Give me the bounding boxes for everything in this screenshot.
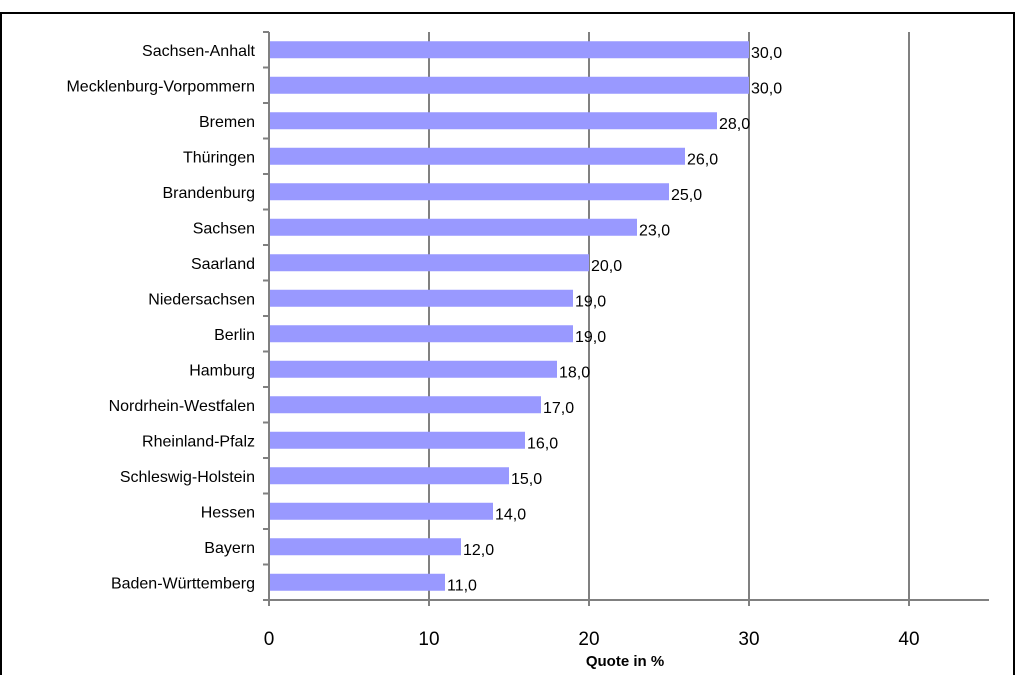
- x-tick-labels: 0 10 20 30 40: [264, 629, 920, 650]
- data-label: 20,0: [591, 258, 622, 275]
- category-label: Hamburg: [189, 362, 255, 379]
- bars: [269, 41, 749, 591]
- category-labels: Sachsen-Anhalt Mecklenburg-Vorpommern Brem…: [66, 43, 255, 593]
- x-tick-label: 20: [578, 629, 599, 650]
- bar: [269, 112, 717, 130]
- category-label: Sachsen: [193, 220, 255, 237]
- bar: [269, 431, 525, 449]
- category-label: Hessen: [201, 504, 255, 521]
- category-label: Niedersachsen: [148, 291, 255, 308]
- bar: [269, 360, 557, 378]
- category-label: Rheinland-Pfalz: [142, 433, 255, 450]
- category-label: Schleswig-Holstein: [120, 469, 255, 486]
- category-label: Berlin: [214, 327, 255, 344]
- data-label: 12,0: [463, 542, 494, 559]
- bar: [269, 41, 749, 59]
- data-label: 16,0: [527, 435, 558, 452]
- data-label: 19,0: [575, 293, 606, 310]
- category-label: Nordrhein-Westfalen: [109, 398, 255, 415]
- data-label: 30,0: [751, 80, 782, 97]
- bar: [269, 573, 445, 591]
- data-label: 28,0: [719, 116, 750, 133]
- data-label: 18,0: [559, 364, 590, 381]
- bar: [269, 218, 637, 236]
- bar: [269, 538, 461, 556]
- category-label: Thüringen: [183, 149, 255, 166]
- category-label: Mecklenburg-Vorpommern: [66, 78, 255, 95]
- x-tick-label: 10: [418, 629, 439, 650]
- bar: [269, 183, 669, 201]
- data-label: 11,0: [447, 577, 477, 594]
- data-label: 30,0: [751, 45, 782, 62]
- bar: [269, 325, 573, 343]
- data-label: 25,0: [671, 187, 702, 204]
- category-label: Brandenburg: [162, 185, 255, 202]
- x-tick-label: 40: [898, 629, 919, 650]
- data-label: 23,0: [639, 222, 670, 239]
- bar: [269, 502, 493, 520]
- data-label: 19,0: [575, 329, 606, 346]
- category-label: Bremen: [199, 114, 255, 131]
- category-label: Sachsen-Anhalt: [142, 43, 256, 60]
- data-label: 26,0: [687, 151, 718, 168]
- bar: [269, 289, 573, 307]
- x-tick-label: 30: [738, 629, 759, 650]
- data-label: 15,0: [511, 471, 542, 488]
- data-label: 14,0: [495, 506, 526, 523]
- x-axis-title: Quote in %: [586, 653, 664, 670]
- bar: [269, 254, 589, 272]
- data-label: 17,0: [543, 400, 574, 417]
- bar: [269, 467, 509, 485]
- category-label: Bayern: [204, 540, 255, 557]
- bar: [269, 147, 685, 165]
- axes: [263, 31, 989, 606]
- x-tick-label: 0: [264, 629, 275, 650]
- bar: [269, 396, 541, 414]
- bar: [269, 76, 749, 94]
- category-label: Saarland: [191, 256, 255, 273]
- data-labels: 30,0 30,0 28,0 26,0 25,0 23,0 20,0 19,0 19,0 18,0…: [447, 45, 782, 595]
- category-label: Baden-Württemberg: [111, 575, 255, 592]
